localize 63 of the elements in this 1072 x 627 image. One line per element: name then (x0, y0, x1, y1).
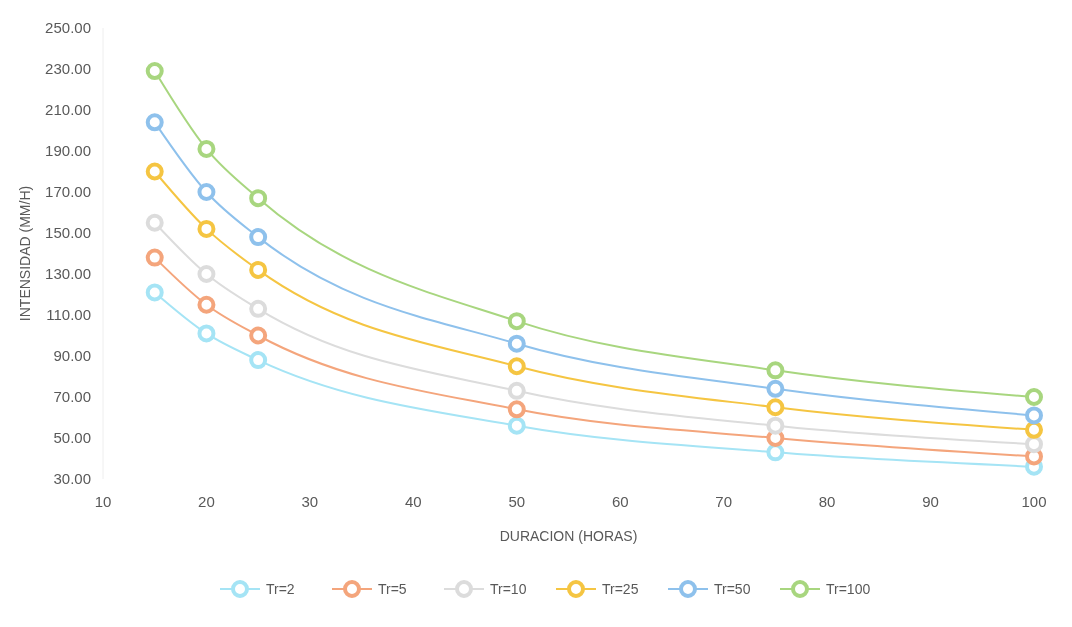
point (766, 379, 785, 398)
point (249, 189, 268, 208)
y-tick-label: 70.00 (53, 388, 91, 406)
x-axis-title: DURACION (HORAS) (499, 528, 638, 544)
point (249, 228, 268, 247)
x-tick-label: 40 (404, 493, 422, 510)
point (1025, 420, 1043, 439)
point (249, 351, 268, 370)
point (766, 361, 785, 380)
x-tick-label: 70 (715, 493, 733, 510)
y-tick-label: 170.00 (45, 183, 91, 201)
y-tick-label: 210.00 (45, 101, 91, 119)
point (145, 283, 164, 302)
x-tick-label: 10 (94, 493, 112, 510)
legend-label: Tr=5 (378, 580, 407, 597)
y-tick-label: 150.00 (45, 224, 91, 242)
y-tick-label: 90.00 (53, 347, 91, 365)
y-axis-title: INTENSIDAD (MM/H) (17, 185, 33, 322)
point (249, 326, 268, 345)
x-tick-label: 30 (301, 493, 319, 510)
legend-label: Tr=100 (826, 580, 871, 597)
y-tick-label: 110.00 (46, 306, 91, 324)
point (145, 213, 164, 232)
point (197, 139, 216, 158)
point (507, 334, 526, 353)
y-tick-label: 50.00 (53, 429, 91, 447)
point (197, 265, 216, 283)
x-tick-label: 20 (198, 493, 215, 510)
point (197, 324, 216, 343)
point (145, 62, 164, 81)
point (1025, 435, 1043, 454)
x-tick-label: 60 (611, 493, 629, 510)
point (145, 113, 164, 132)
point (507, 400, 526, 419)
point (766, 398, 785, 417)
y-tick-label: 30.00 (53, 470, 91, 488)
point (197, 183, 216, 201)
point (197, 295, 216, 314)
x-tick-label: 50 (508, 493, 526, 510)
legend-label: Tr=25 (602, 580, 639, 597)
y-tick-label: 230.00 (45, 60, 91, 78)
point (197, 219, 216, 238)
point (1025, 406, 1043, 425)
point (766, 443, 785, 462)
point (507, 381, 526, 400)
x-tick-label: 100 (1021, 493, 1047, 510)
point (507, 312, 526, 331)
point (507, 416, 526, 435)
x-tick-label: 90 (922, 493, 939, 510)
legend-label: Tr=10 (490, 580, 527, 597)
point (145, 248, 164, 267)
y-tick-label: 190.00 (45, 142, 91, 160)
point (1025, 388, 1043, 406)
legend-label: Tr=2 (266, 580, 295, 597)
y-tick-label: 250.00 (45, 19, 91, 37)
point (145, 162, 164, 181)
point (507, 357, 526, 376)
legend-label: Tr=50 (714, 580, 751, 597)
x-tick-label: 80 (818, 493, 836, 510)
point (249, 299, 268, 318)
point (766, 416, 785, 435)
point (249, 260, 268, 279)
y-tick-label: 130.00 (45, 265, 91, 283)
